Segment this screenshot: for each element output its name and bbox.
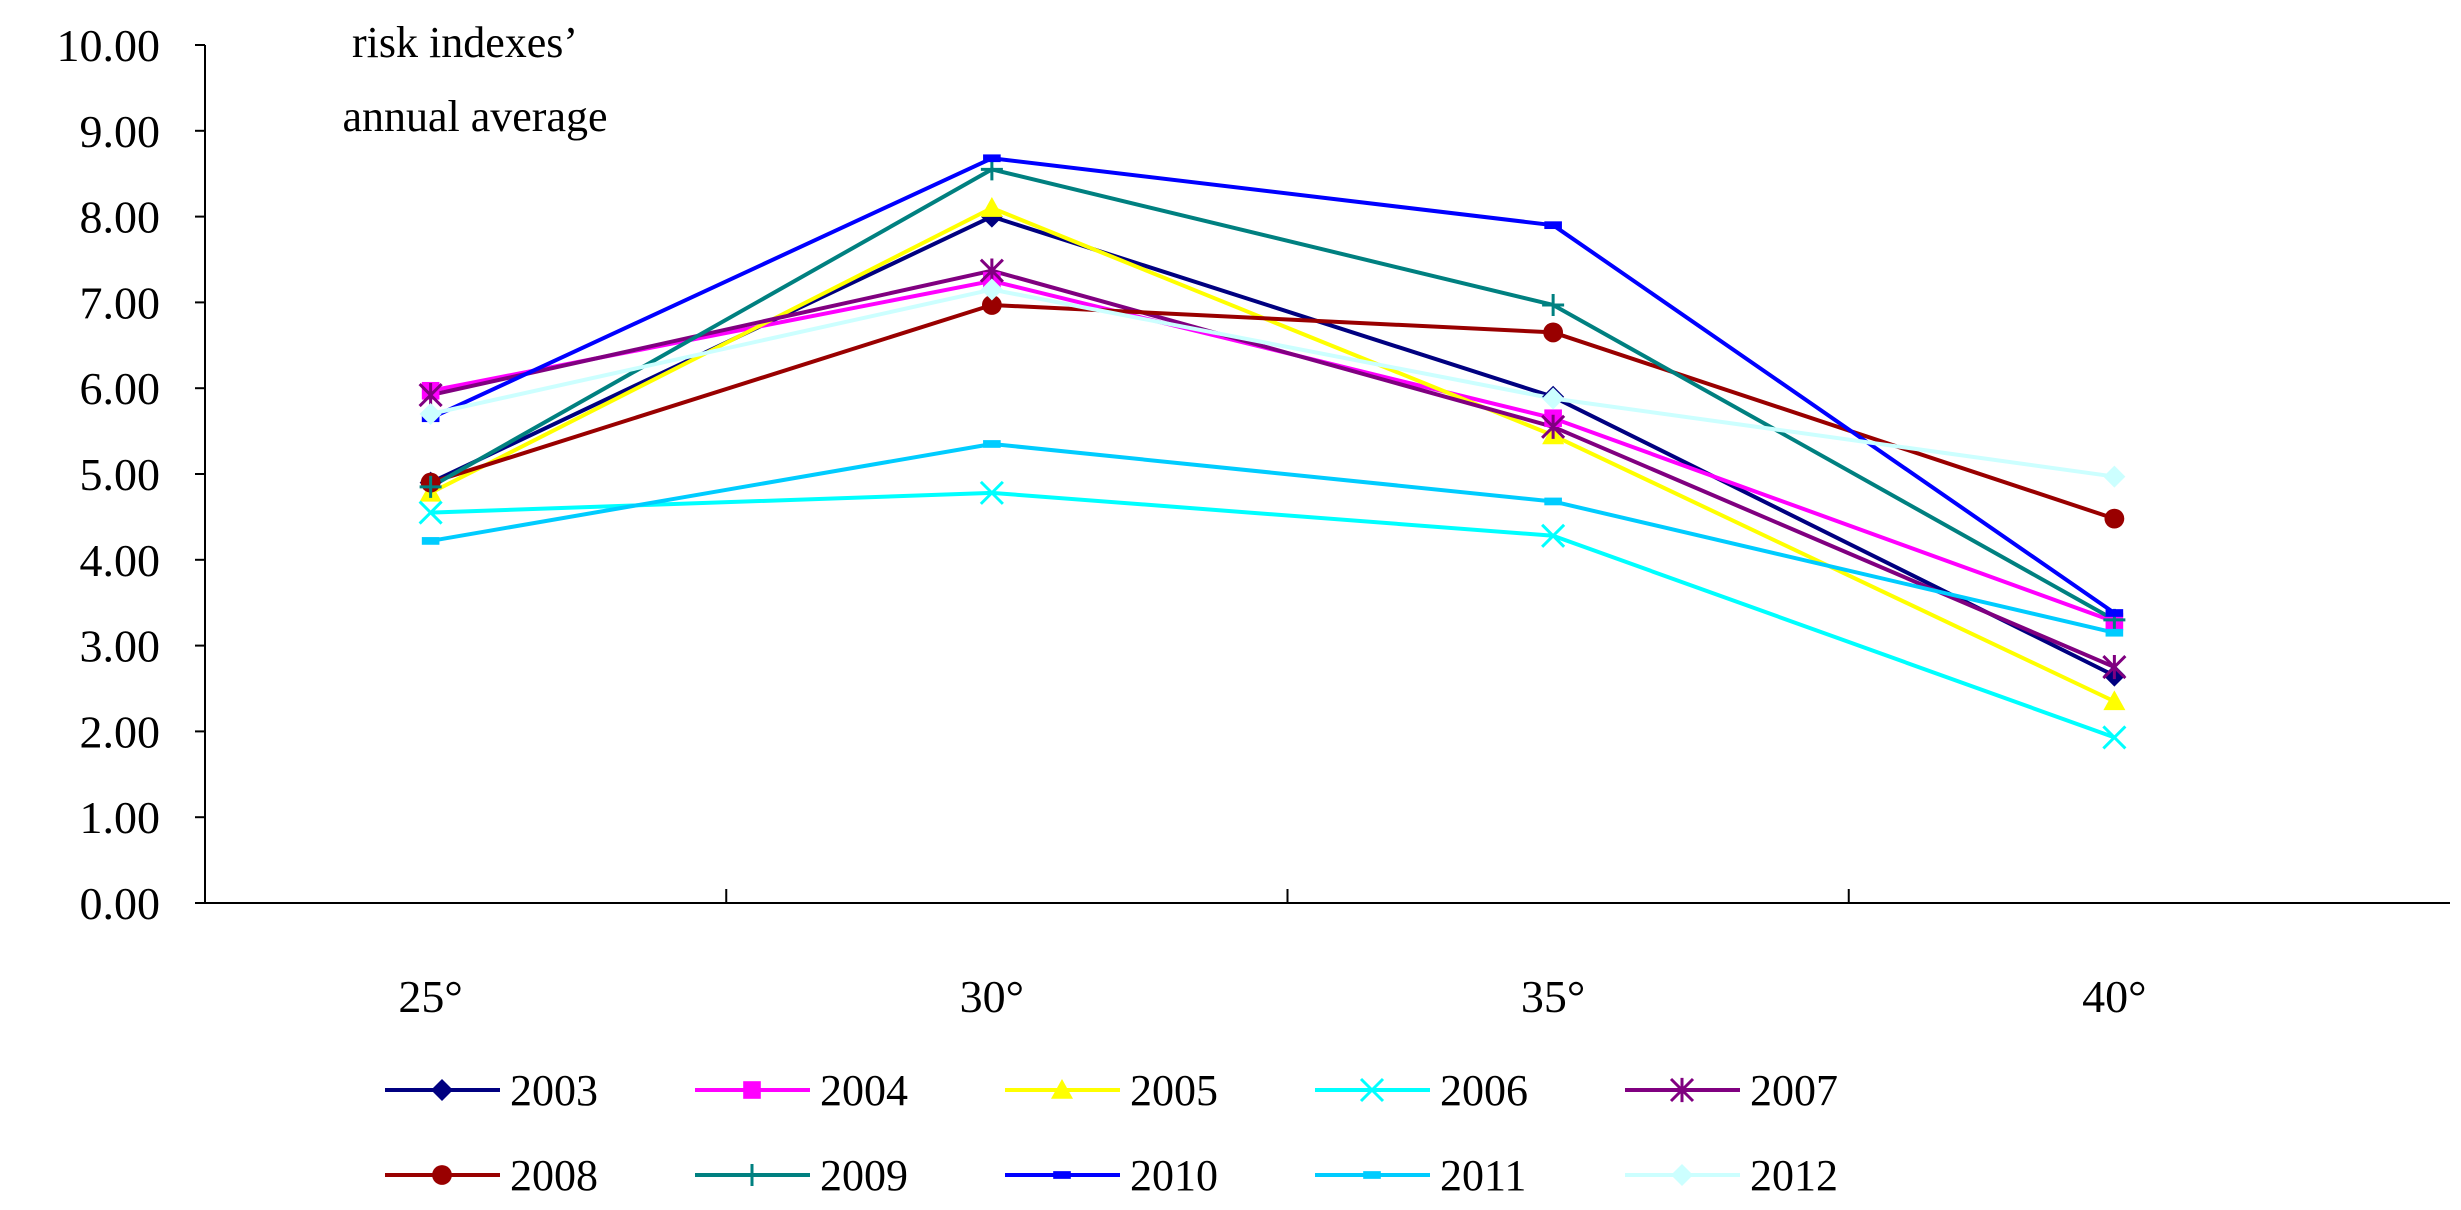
legend-swatch-marker — [1359, 1077, 1385, 1103]
legend-label: 2007 — [1750, 1066, 1838, 1115]
chart-title: risk indexes’ annual average — [342, 18, 607, 141]
data-point-2005-1 — [980, 197, 1003, 217]
legend-label: 2004 — [820, 1066, 908, 1115]
legend-swatch-marker — [1051, 1079, 1073, 1099]
data-point-2009-2 — [1542, 293, 1565, 316]
legend-item-2011: 2011 — [1315, 1151, 1526, 1200]
y-tick-label: 3.00 — [80, 621, 161, 672]
data-point-2011-2 — [1544, 497, 1562, 506]
chart-title-line-2: annual average — [342, 92, 607, 141]
y-tick-label: 8.00 — [80, 192, 161, 243]
y-tick-label: 7.00 — [80, 277, 161, 328]
series-line-2006 — [430, 490, 2116, 740]
series-line-2012 — [430, 287, 2115, 479]
legend-item-2007: 2007 — [1625, 1066, 1838, 1115]
series-line-2008 — [430, 302, 2116, 521]
legend-item-2004: 2004 — [695, 1066, 908, 1115]
series-line-2003 — [429, 214, 2116, 678]
data-point-2007-3 — [2102, 654, 2127, 680]
legend-label: 2006 — [1440, 1066, 1528, 1115]
data-point-2011-0 — [421, 537, 440, 545]
legend-swatch-marker — [1363, 1171, 1381, 1179]
legend-item-2006: 2006 — [1315, 1066, 1528, 1115]
x-tick-label: 35° — [1521, 971, 1585, 1022]
legend-swatch-marker — [431, 1079, 453, 1101]
data-point-2006-3 — [2102, 725, 2127, 750]
data-point-2012-2 — [1542, 387, 1565, 410]
legend-label: 2008 — [510, 1151, 598, 1200]
y-axis-ticks: 0.00 1.00 2.00 3.00 4.00 5.00 6.00 7.00 8.00 9.00… — [57, 20, 205, 929]
data-point-2008-1 — [981, 295, 1002, 315]
series-line-2011 — [430, 441, 2115, 635]
plot-area: 0.00 1.00 2.00 3.00 4.00 5.00 6.00 7.00 8.00 9.00… — [57, 20, 2450, 1022]
series-markers — [418, 154, 2127, 750]
y-tick-label: 2.00 — [80, 706, 161, 757]
data-point-2010-3 — [2105, 609, 2124, 617]
legend-item-2003: 2003 — [385, 1066, 598, 1115]
legend-swatch-marker — [1671, 1164, 1693, 1186]
x-tick-label: 40° — [2082, 971, 2146, 1022]
legend-item-2009: 2009 — [695, 1151, 908, 1200]
data-point-2009-0 — [419, 475, 442, 498]
legend-label: 2003 — [510, 1066, 598, 1115]
legend: 2003 2004 2005 2006 2007 2008 2009 2010 2011 2012 — [385, 1066, 1838, 1200]
legend-label: 2011 — [1440, 1151, 1526, 1200]
series-line-2004 — [430, 278, 2116, 624]
data-point-2008-2 — [1543, 322, 1564, 343]
legend-label: 2012 — [1750, 1151, 1838, 1200]
y-tick-label: 5.00 — [80, 449, 161, 500]
legend-item-2005: 2005 — [1005, 1066, 1218, 1115]
data-point-2010-2 — [1544, 221, 1562, 230]
chart-title-line-1: risk indexes’ — [352, 18, 578, 67]
data-point-2011-3 — [2105, 628, 2124, 637]
legend-item-2008: 2008 — [385, 1151, 598, 1200]
data-point-2012-1 — [980, 278, 1003, 301]
data-point-2012-0 — [419, 402, 442, 425]
data-point-2011-1 — [983, 440, 1001, 448]
y-tick-label: 1.00 — [80, 792, 161, 843]
data-point-2007-2 — [1541, 414, 1566, 439]
y-tick-label: 4.00 — [80, 535, 161, 586]
data-point-2005-3 — [2103, 690, 2126, 711]
legend-swatch-marker — [741, 1164, 763, 1186]
legend-label: 2005 — [1130, 1066, 1218, 1115]
legend-swatch-marker — [1669, 1077, 1695, 1103]
legend-swatch-marker — [743, 1081, 761, 1099]
y-tick-label: 10.00 — [57, 20, 161, 71]
series-line-2005 — [429, 206, 2116, 704]
series-lines — [429, 156, 2116, 740]
legend-item-2010: 2010 — [1005, 1151, 1218, 1200]
series-line-2009 — [429, 167, 2116, 622]
y-tick-label: 0.00 — [80, 878, 161, 929]
data-point-2010-1 — [983, 154, 1001, 163]
data-point-2006-1 — [979, 480, 1004, 505]
x-tick-label: 25° — [398, 971, 462, 1022]
data-point-2008-3 — [2104, 508, 2125, 529]
x-tick-label: 30° — [960, 971, 1024, 1022]
x-axis-ticks: 25° 30° 35° 40° — [398, 889, 2147, 1022]
data-point-2012-3 — [2103, 465, 2126, 488]
y-tick-label: 9.00 — [80, 106, 161, 157]
legend-swatch-marker — [432, 1165, 452, 1185]
legend-label: 2010 — [1130, 1151, 1218, 1200]
legend-label: 2009 — [820, 1151, 908, 1200]
legend-swatch-marker — [1053, 1171, 1071, 1179]
series-line-2010 — [429, 156, 2116, 615]
series-line-2007 — [430, 268, 2116, 669]
data-point-2006-0 — [418, 500, 443, 525]
y-tick-label: 6.00 — [80, 363, 161, 414]
legend-item-2012: 2012 — [1625, 1151, 1838, 1200]
data-point-2006-2 — [1541, 523, 1566, 548]
